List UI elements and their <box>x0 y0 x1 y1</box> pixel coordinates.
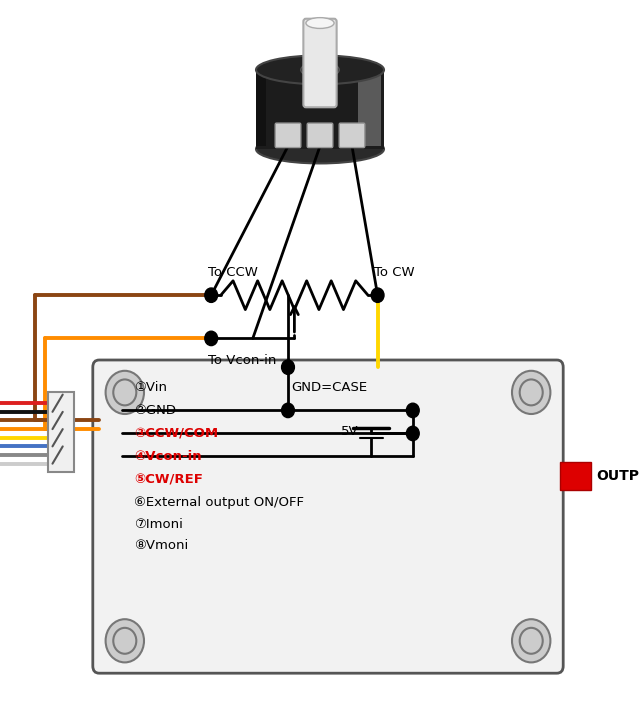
Text: To Vcon-in: To Vcon-in <box>208 354 276 367</box>
FancyBboxPatch shape <box>48 392 74 472</box>
Text: ⑦Imoni: ⑦Imoni <box>134 518 183 531</box>
Text: ②GND: ②GND <box>134 404 177 417</box>
Circle shape <box>106 371 144 414</box>
Circle shape <box>512 371 550 414</box>
Text: ⑥External output ON/OFF: ⑥External output ON/OFF <box>134 496 305 509</box>
FancyBboxPatch shape <box>93 360 563 673</box>
Text: 5V: 5V <box>340 425 358 438</box>
Ellipse shape <box>301 62 339 78</box>
Circle shape <box>282 360 294 374</box>
Bar <box>256 70 384 149</box>
Circle shape <box>371 288 384 302</box>
FancyBboxPatch shape <box>339 123 365 148</box>
FancyBboxPatch shape <box>275 123 301 148</box>
Text: GND=CASE: GND=CASE <box>291 381 367 394</box>
Text: ①Vin: ①Vin <box>134 381 168 394</box>
Text: To CW: To CW <box>374 266 415 279</box>
Bar <box>256 74 266 146</box>
Circle shape <box>406 403 419 418</box>
Ellipse shape <box>256 135 384 163</box>
Text: To CCW: To CCW <box>208 266 258 279</box>
Ellipse shape <box>306 17 334 28</box>
Circle shape <box>106 619 144 662</box>
Circle shape <box>282 403 294 418</box>
Text: ③CCW/COM: ③CCW/COM <box>134 427 218 440</box>
Text: ⑤CW/REF: ⑤CW/REF <box>134 473 204 486</box>
Bar <box>560 462 591 490</box>
Circle shape <box>205 331 218 346</box>
Ellipse shape <box>256 55 384 84</box>
Text: OUTPUT: OUTPUT <box>596 469 640 483</box>
FancyBboxPatch shape <box>307 123 333 148</box>
Circle shape <box>205 288 218 302</box>
Circle shape <box>512 619 550 662</box>
FancyBboxPatch shape <box>303 19 337 107</box>
Text: ⑧Vmoni: ⑧Vmoni <box>134 539 189 552</box>
Text: ④Vcon-in: ④Vcon-in <box>134 450 202 463</box>
Bar <box>358 74 381 146</box>
Circle shape <box>406 426 419 441</box>
